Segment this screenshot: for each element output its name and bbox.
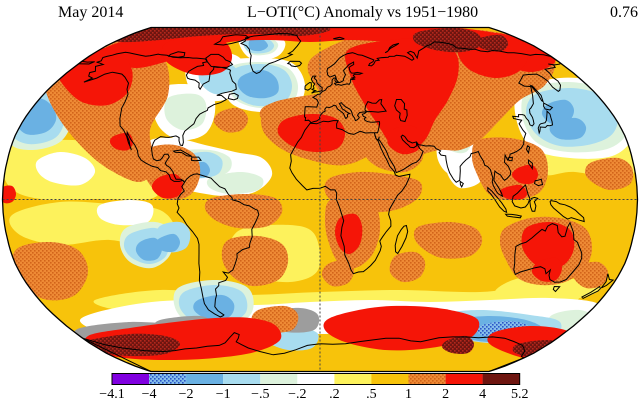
svg-text:1: 1 (405, 387, 412, 401)
svg-text:0.76: 0.76 (610, 4, 638, 21)
svg-text:−.5: −.5 (251, 387, 269, 401)
svg-text:.5: .5 (366, 387, 377, 401)
svg-text:2: 2 (442, 387, 449, 401)
svg-text:.2: .2 (329, 387, 340, 401)
svg-text:−2: −2 (179, 387, 194, 401)
svg-text:L−OTI(°C) Anomaly vs 1951−1980: L−OTI(°C) Anomaly vs 1951−1980 (247, 4, 478, 21)
svg-text:4: 4 (479, 387, 486, 401)
svg-text:May 2014: May 2014 (58, 4, 123, 21)
svg-text:−4.1: −4.1 (99, 387, 124, 401)
svg-text:−4: −4 (142, 387, 157, 401)
svg-text:5.2: 5.2 (511, 387, 529, 401)
svg-text:−.2: −.2 (288, 387, 306, 401)
svg-text:−1: −1 (216, 387, 231, 401)
